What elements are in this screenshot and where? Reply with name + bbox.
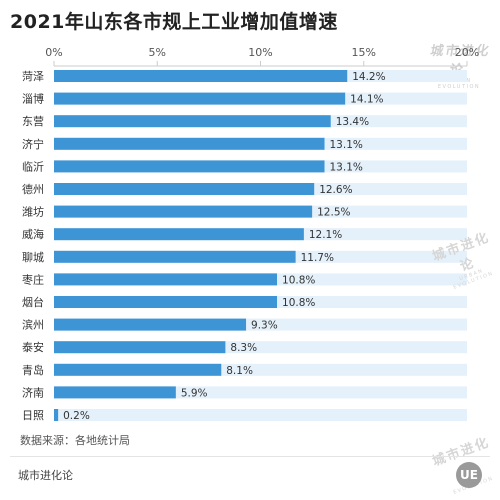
- data-label: 13.1%: [330, 161, 363, 173]
- bar: [54, 250, 296, 263]
- data-label: 9.3%: [251, 320, 278, 332]
- data-label: 8.1%: [226, 365, 253, 377]
- category-label: 枣庄: [22, 272, 44, 286]
- category-label: 威海: [22, 227, 44, 241]
- bar: [54, 341, 226, 354]
- data-label: 5.9%: [181, 387, 208, 399]
- bar: [54, 160, 325, 173]
- bar: [54, 273, 278, 286]
- data-label: 12.6%: [319, 184, 352, 196]
- category-label: 临沂: [22, 159, 44, 173]
- category-label: 聊城: [22, 250, 44, 264]
- bar-track: [54, 409, 467, 421]
- x-tick-label: 15%: [352, 46, 376, 59]
- bar: [54, 296, 278, 308]
- data-label: 10.8%: [282, 297, 315, 309]
- brand-logo: UE: [456, 462, 482, 488]
- category-label: 泰安: [22, 340, 44, 354]
- data-label: 13.1%: [330, 139, 363, 151]
- bar: [54, 115, 331, 128]
- x-tick-label: 5%: [149, 46, 166, 59]
- data-label: 14.2%: [352, 71, 385, 83]
- data-label: 13.4%: [336, 116, 369, 128]
- data-label: 14.1%: [350, 94, 383, 106]
- category-label: 潍坊: [22, 205, 44, 219]
- data-label: 12.1%: [309, 229, 342, 241]
- footer-divider: [10, 456, 490, 457]
- category-label: 德州: [22, 182, 44, 196]
- x-tick-label: 20%: [455, 46, 479, 59]
- category-label: 滨州: [22, 318, 44, 332]
- bar: [54, 137, 325, 150]
- data-source-note: 数据来源：各地统计局: [20, 434, 130, 447]
- category-label: 东营: [22, 114, 44, 128]
- category-label: 菏泽: [22, 70, 44, 83]
- bar: [54, 92, 346, 105]
- category-label: 济宁: [22, 137, 44, 151]
- x-tick-label: 0%: [45, 46, 62, 59]
- data-label: 12.5%: [317, 207, 350, 219]
- category-label: 日照: [22, 409, 44, 422]
- chart-title: 2021年山东各市规上工业增加值增速: [10, 11, 338, 33]
- bar: [54, 318, 247, 331]
- category-label: 烟台: [22, 295, 44, 309]
- bar: [54, 363, 222, 376]
- category-label: 淄博: [22, 93, 44, 106]
- data-label: 11.7%: [301, 252, 334, 264]
- category-label: 青岛: [22, 363, 44, 377]
- bar: [54, 228, 304, 241]
- brand-name: 城市进化论: [18, 469, 73, 482]
- bar: [54, 70, 348, 82]
- bar: [54, 409, 59, 421]
- bar: [54, 183, 315, 195]
- category-label: 济南: [22, 385, 44, 399]
- data-label: 8.3%: [230, 342, 257, 354]
- data-label: 10.8%: [282, 274, 315, 286]
- bar: [54, 386, 176, 399]
- bar: [54, 205, 313, 218]
- x-tick-label: 10%: [248, 46, 272, 59]
- data-label: 0.2%: [63, 410, 90, 422]
